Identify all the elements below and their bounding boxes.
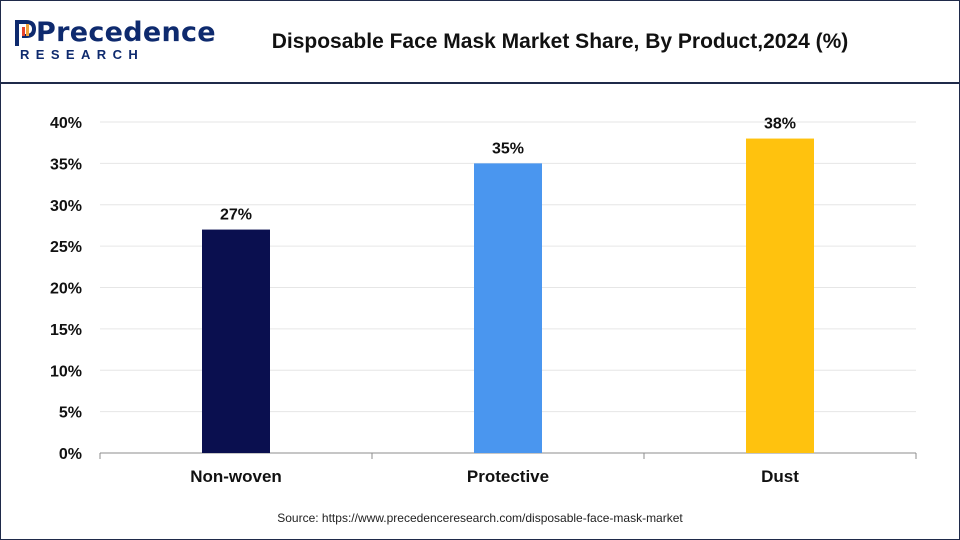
y-tick-label: 5%	[59, 405, 82, 422]
data-label: 27%	[220, 207, 252, 224]
y-tick-label: 40%	[50, 115, 82, 132]
header: Precedence RESEARCH Disposable Face Mask…	[0, 0, 960, 84]
y-tick-label: 15%	[50, 322, 82, 339]
data-label: 35%	[492, 140, 524, 157]
y-tick-label: 0%	[59, 446, 82, 463]
logo-mark-icon	[15, 20, 36, 46]
source-note: Source: https://www.precedenceresearch.c…	[277, 511, 683, 525]
header-divider	[0, 82, 960, 84]
x-tick-label: Protective	[467, 467, 549, 486]
bar-protective	[474, 163, 542, 453]
chart-title: Disposable Face Mask Market Share, By Pr…	[271, 30, 849, 53]
logo-wordmark: Precedence	[36, 17, 216, 48]
data-label: 38%	[764, 116, 796, 133]
y-tick-label: 25%	[50, 239, 82, 256]
logo-subtitle: RESEARCH	[20, 47, 145, 62]
bar-dust	[746, 138, 814, 454]
x-tick-label: Dust	[761, 467, 799, 486]
y-tick-label: 35%	[50, 156, 82, 173]
logo: Precedence RESEARCH	[14, 14, 216, 64]
y-tick-label: 30%	[50, 198, 82, 215]
y-tick-label: 10%	[50, 363, 82, 380]
bar-non-woven	[202, 229, 270, 453]
x-tick-label: Non-woven	[190, 467, 282, 486]
y-tick-label: 20%	[50, 281, 82, 298]
